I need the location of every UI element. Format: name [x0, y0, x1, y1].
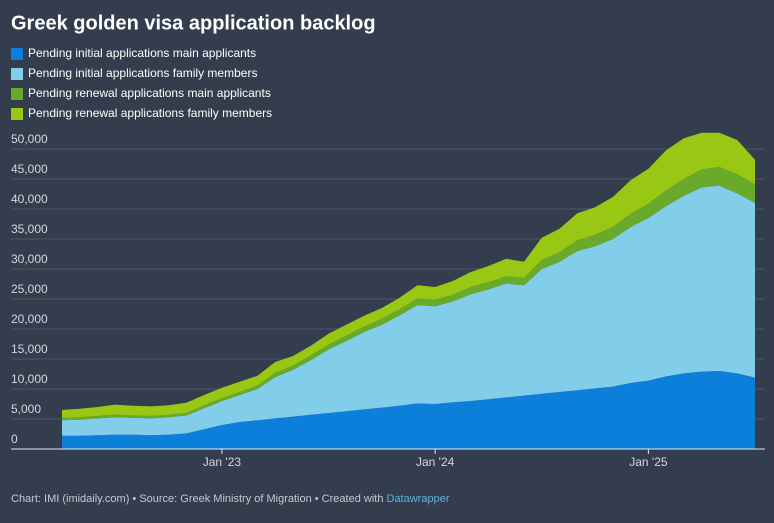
area [62, 167, 755, 421]
y-tick-label: 30,000 [11, 252, 48, 266]
y-tick-label: 5,000 [11, 402, 41, 416]
y-tick-label: 35,000 [11, 222, 48, 236]
legend-label: Pending initial applications family memb… [28, 66, 257, 80]
y-tick-label: 25,000 [11, 282, 48, 296]
footer-link[interactable]: Datawrapper [386, 493, 450, 505]
legend-label: Pending renewal applications family memb… [28, 106, 272, 120]
y-tick-label: 20,000 [11, 312, 48, 326]
x-tick-label: Jan '23 [203, 455, 242, 469]
chart-title: Greek golden visa application backlog [11, 12, 376, 34]
y-tick-label: 15,000 [11, 342, 48, 356]
legend-swatch [11, 88, 23, 100]
legend-label: Pending renewal applications main applic… [28, 86, 271, 100]
legend-swatch [11, 108, 23, 120]
y-tick-label: 10,000 [11, 372, 48, 386]
y-tick-label: 0 [11, 432, 18, 446]
area [62, 132, 755, 418]
x-tick-label: Jan '25 [629, 455, 668, 469]
legend-swatch [11, 48, 23, 60]
legend-swatch [11, 68, 23, 80]
y-tick-label: 45,000 [11, 162, 48, 176]
area [62, 185, 755, 436]
x-tick-label: Jan '24 [416, 455, 455, 469]
y-tick-label: 50,000 [11, 132, 48, 146]
legend-label: Pending initial applications main applic… [28, 46, 256, 60]
footer-text: Chart: IMI (imidaily.com) • Source: Gree… [11, 493, 387, 505]
y-tick-label: 40,000 [11, 192, 48, 206]
footer: Chart: IMI (imidaily.com) • Source: Gree… [11, 493, 449, 505]
area [62, 371, 755, 449]
